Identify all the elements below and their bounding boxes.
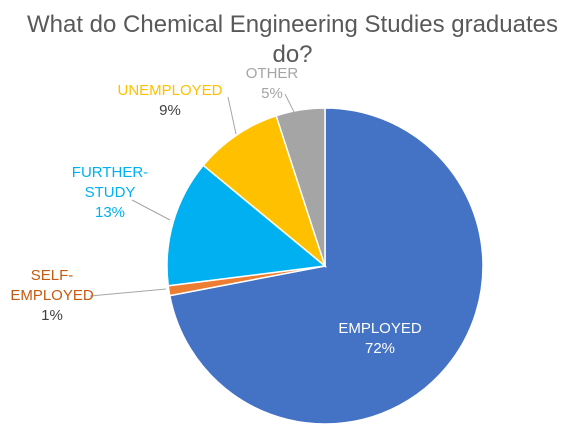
data-label-unemployed: UNEMPLOYED 9% — [117, 82, 222, 119]
data-label-category-further-study: FURTHER- — [72, 164, 148, 181]
leader-line-other — [284, 93, 295, 113]
pie-slice-further-study — [166, 164, 327, 287]
data-label-self-employed: SELF- EMPLOYED 1% — [10, 267, 94, 324]
data-label-further-study: FURTHER- STUDY 13% — [72, 164, 148, 221]
data-label-category-other: OTHER — [246, 65, 299, 82]
data-label-value-other: 5% — [261, 85, 283, 102]
data-label-category-self-employed: SELF- — [31, 267, 74, 284]
data-label-category-further-study: STUDY — [85, 184, 136, 201]
leader-line-self-employed — [89, 288, 167, 297]
chart-title: What do Chemical Engineering Studies gra… — [27, 11, 558, 68]
data-label-category-employed: EMPLOYED — [338, 320, 422, 337]
leader-line-further-study — [131, 199, 171, 221]
data-label-category-self-employed: EMPLOYED — [10, 287, 94, 304]
pie-slice-unemployed — [202, 114, 327, 269]
data-label-value-further-study: 13% — [95, 204, 125, 221]
pie-slice-employed — [168, 107, 484, 425]
pie-slice-other — [275, 107, 326, 267]
data-label-employed: EMPLOYED 72% — [338, 320, 422, 357]
leader-line-unemployed — [227, 96, 237, 135]
data-label-value-self-employed: 1% — [41, 307, 63, 324]
data-label-value-unemployed: 9% — [159, 102, 181, 119]
data-label-category-unemployed: UNEMPLOYED — [117, 82, 222, 99]
data-label-other: OTHER 5% — [246, 65, 299, 102]
data-label-value-employed: 72% — [365, 340, 395, 357]
